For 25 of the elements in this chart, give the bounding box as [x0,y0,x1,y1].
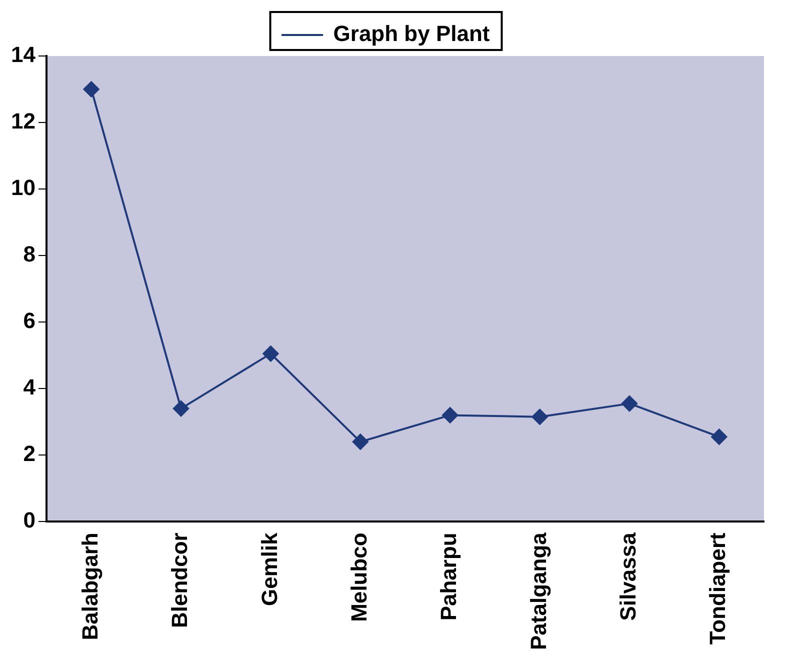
point [621,396,638,412]
point [442,407,458,424]
legend-label: Graph by Plant [333,21,490,46]
y-tick-label: 10 [10,175,36,200]
x-tick-label: Tondiapert [705,532,730,645]
y-tick-label: 14 [10,42,36,68]
point [352,434,368,450]
x-tick-label: Blendcor [167,532,192,628]
point [532,408,548,425]
x-tick-label: Gemlik [256,532,282,606]
point [711,428,728,445]
point [83,81,100,98]
y-tick-label: 2 [23,441,36,466]
y-tick-label: 4 [23,374,36,400]
point [173,400,190,417]
x-tick-label: Patalganga [526,532,551,650]
y-tick-label: 8 [23,242,36,267]
x-tick-label: Silvassa [616,532,641,621]
x-tick-label: Melubco [346,532,372,622]
point [262,346,279,362]
x-tick-label: Paharpu [436,532,462,621]
y-tick-label: 0 [23,508,36,533]
y-tick-label: 12 [10,108,36,134]
y-tick-label: 6 [23,308,36,334]
x-tick-label: Balabgarh [77,532,102,640]
